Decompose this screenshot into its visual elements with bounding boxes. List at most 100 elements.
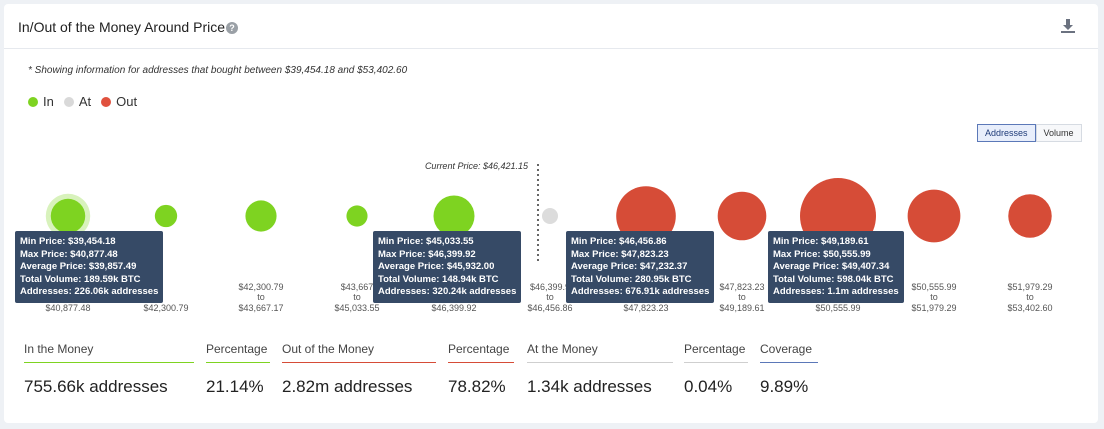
tick-to-label: to — [930, 292, 938, 302]
tooltip-line: Min Price: $49,189.61 — [773, 236, 869, 247]
stat-underline — [684, 362, 748, 363]
tooltip-line: Addresses: 226.06k addresses — [20, 286, 159, 297]
tick-to-label: to — [353, 292, 361, 302]
tick-low-label: $47,823.23 — [719, 282, 764, 292]
legend-dot-out — [101, 96, 112, 107]
tooltip-line: Addresses: 676.91k addresses — [571, 286, 710, 297]
tick-to-label: to — [738, 292, 746, 302]
tooltip-line: Max Price: $46,399.92 — [378, 248, 476, 260]
stat-underline — [527, 362, 673, 363]
tooltip-line: Average Price: $49,407.34 — [773, 261, 890, 272]
tooltip-line: Max Price: $40,877.48 — [20, 248, 118, 260]
current-price-label: Current Price: $46,421.15 — [425, 161, 529, 171]
tick-high-label: $45,033.55 — [334, 303, 379, 313]
legend-item-in[interactable]: In — [28, 94, 54, 109]
stat-block: Percentage 21.14% — [206, 342, 270, 397]
stat-label: In the Money — [24, 342, 94, 356]
tooltip-line: Total Volume: 280.95k BTC — [571, 273, 692, 285]
bubble-at[interactable] — [542, 208, 558, 224]
tooltip-line: Total Volume: 598.04k BTC — [773, 273, 894, 285]
tooltip-line: Average Price: $47,232.37 — [571, 261, 688, 272]
tick-high-label: $53,402.60 — [1007, 303, 1052, 313]
stat-value: 78.82% — [448, 377, 506, 396]
stat-underline — [282, 362, 436, 363]
tick-low-label: $42,300.79 — [238, 282, 283, 292]
tooltip-line: Addresses: 320.24k addresses — [378, 286, 517, 297]
tick-high-label: $42,300.79 — [143, 303, 188, 313]
bubble-in[interactable] — [346, 205, 368, 227]
tick-low-label: $46,399.9 — [530, 282, 570, 292]
card-header: In/Out of the Money Around Price ? — [4, 4, 1098, 49]
stat-value: 1.34k addresses — [527, 377, 652, 396]
tick-to-label: to — [1026, 292, 1034, 302]
range-note: * Showing information for addresses that… — [28, 65, 408, 76]
tick-high-label: $50,555.99 — [815, 303, 860, 313]
stat-block: Percentage 78.82% — [448, 342, 514, 397]
tooltip-line: Min Price: $45,033.55 — [378, 236, 474, 247]
tick-low-label: $43,667 — [341, 282, 374, 292]
bubble-out[interactable] — [717, 191, 767, 241]
bubble-in[interactable] — [50, 198, 86, 234]
volume-toggle-button[interactable]: Volume — [1035, 124, 1082, 142]
bubble-in[interactable] — [154, 204, 178, 228]
stat-block: Coverage 9.89% — [760, 342, 818, 397]
legend-label-in: In — [43, 94, 54, 109]
bubble-out[interactable] — [1008, 194, 1052, 238]
stat-underline — [24, 362, 194, 363]
bubble-out[interactable] — [907, 189, 961, 243]
bubble-chart: $40,877.48 $42,300.79$42,300.79to$43,667.… — [45, 161, 1052, 313]
download-icon[interactable] — [1060, 18, 1076, 34]
tick-low-label: $50,555.99 — [911, 282, 956, 292]
stat-label: Out of the Money — [282, 342, 375, 356]
tooltip-line: Max Price: $50,555.99 — [773, 248, 871, 260]
iomap-card: In/Out of the Money Around Price ? * Sho… — [4, 4, 1098, 423]
tooltip-line: Addresses: 1.1m addresses — [773, 286, 899, 297]
legend-label-out: Out — [116, 94, 138, 109]
stat-value: 755.66k addresses — [24, 377, 168, 396]
stat-underline — [760, 362, 818, 363]
tick-high-label: $49,189.61 — [719, 303, 764, 313]
tick-high-label: $43,667.17 — [238, 303, 283, 313]
bucket-tooltip: Min Price: $45,033.55 Max Price: $46,399.… — [373, 231, 522, 303]
stat-block: Out of the Money 2.82m addresses — [282, 342, 436, 397]
tick-high-label: $46,399.92 — [431, 303, 476, 313]
tick-low-label: $51,979.29 — [1007, 282, 1052, 292]
view-toggle: Addresses Volume — [977, 124, 1082, 142]
stat-value: 2.82m addresses — [282, 377, 413, 396]
stat-value: 9.89% — [760, 377, 809, 396]
tooltip-line: Average Price: $39,857.49 — [20, 261, 137, 272]
stat-label: Coverage — [760, 342, 813, 356]
bubble-out[interactable] — [616, 186, 676, 246]
legend-dot-at — [63, 96, 74, 107]
legend-label-at: At — [78, 94, 92, 109]
stat-underline — [206, 362, 270, 363]
stat-value: 21.14% — [206, 377, 264, 396]
tooltip-line: Average Price: $45,932.00 — [378, 261, 495, 272]
tick-high-label: $40,877.48 — [45, 303, 90, 313]
bubble-in[interactable] — [433, 195, 475, 237]
tick-high-label: $46,456.86 — [527, 303, 572, 313]
tick-to-label: to — [257, 292, 265, 302]
tick-high-label: $51,979.29 — [911, 303, 956, 313]
stat-underline — [448, 362, 514, 363]
help-icon[interactable]: ? — [226, 22, 238, 34]
stat-block: In the Money 755.66k addresses — [24, 342, 194, 397]
stat-label: Percentage — [684, 342, 746, 356]
tick-high-label: $47,823.23 — [623, 303, 668, 313]
legend-dot-in — [28, 96, 38, 107]
tick-to-label: to — [546, 292, 554, 302]
tooltip-line: Min Price: $46,456.86 — [571, 236, 667, 247]
legend-item-at[interactable]: At — [63, 94, 92, 109]
addresses-toggle-button[interactable]: Addresses — [977, 124, 1036, 142]
stat-label: Percentage — [206, 342, 268, 356]
stat-block: Percentage 0.04% — [684, 342, 748, 397]
bucket-tooltip: Min Price: $39,454.18 Max Price: $40,877.… — [15, 231, 164, 303]
tooltip-line: Total Volume: 148.94k BTC — [378, 273, 499, 285]
stat-label: At the Money — [527, 342, 598, 356]
tooltip-line: Max Price: $47,823.23 — [571, 248, 669, 260]
bubble-in[interactable] — [245, 200, 277, 232]
stat-block: At the Money 1.34k addresses — [527, 342, 673, 397]
legend-item-out[interactable]: Out — [101, 94, 137, 109]
legend: In At Out — [28, 94, 137, 109]
tooltip-line: Min Price: $39,454.18 — [20, 236, 116, 247]
